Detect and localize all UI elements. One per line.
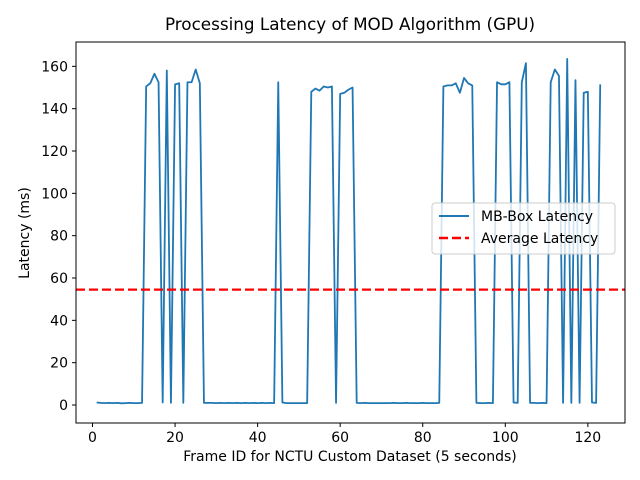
y-tick-label: 120 [41, 144, 68, 160]
legend: MB-Box Latency Average Latency [431, 202, 616, 255]
axes-frame [75, 41, 626, 424]
y-axis-label: Latency (ms) [17, 187, 33, 279]
x-tick-label: 120 [574, 430, 601, 446]
y-tick-label: 60 [50, 271, 68, 287]
x-tick-label: 100 [492, 430, 519, 446]
x-tick-label: 80 [414, 430, 432, 446]
plot-area [76, 58, 625, 405]
x-tick-label: 60 [331, 430, 349, 446]
y-tick-label: 40 [50, 313, 68, 329]
legend-label-mb-box: MB-Box Latency [481, 209, 593, 225]
y-tick-label: 100 [41, 186, 68, 202]
x-tick-label: 20 [166, 430, 184, 446]
y-tick-label: 140 [41, 102, 68, 118]
x-axis-ticks: 0 20 40 60 80 100 120 [88, 423, 601, 446]
legend-frame [431, 202, 616, 255]
y-tick-label: 80 [50, 229, 68, 245]
x-axis-label: Frame ID for NCTU Custom Dataset (5 seco… [183, 449, 517, 465]
y-tick-label: 0 [59, 398, 68, 414]
series-line-mb-box [96, 58, 602, 405]
legend-label-average: Average Latency [481, 231, 598, 247]
y-tick-label: 20 [50, 356, 68, 372]
x-tick-label: 0 [88, 430, 97, 446]
y-axis-ticks: 0 20 40 60 80 100 120 140 160 [41, 59, 76, 414]
y-tick-label: 160 [41, 59, 68, 75]
x-tick-label: 40 [249, 430, 267, 446]
chart-title: Processing Latency of MOD Algorithm (GPU… [165, 14, 535, 34]
